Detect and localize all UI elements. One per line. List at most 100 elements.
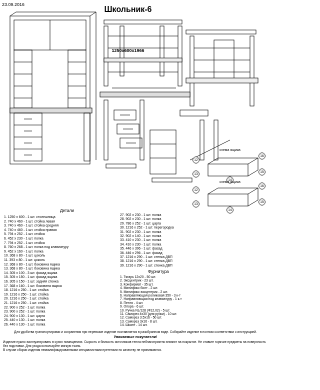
part-item: 16. 305 x 150 - 1 шт. задняя стенка xyxy=(4,280,59,284)
callout: 12 xyxy=(194,158,198,162)
callout: 15 xyxy=(260,170,264,174)
part-item: 25. 440 x 130 - 1 шт. полка xyxy=(4,318,45,322)
edge xyxy=(207,187,219,195)
callout: 14 xyxy=(228,208,232,212)
panel xyxy=(119,137,143,149)
part-item: 17. 368 x 160 - 1 шт. боковина ящика xyxy=(4,284,62,288)
part-item: 28. 902 x 230 - 1 шт. полка xyxy=(120,217,161,221)
background xyxy=(0,0,271,390)
part-item: 11. 393 x 80 - 1 шт. цоколь xyxy=(4,258,45,262)
fitting-item: 1. Тягарь 12x20 - 50 шт. xyxy=(120,275,156,279)
part-item: 31. 902 x 230 - 1 шт. полка xyxy=(120,230,161,234)
part-item: 4. 740 x 460 - 1 шт. стойка правая xyxy=(4,228,57,232)
panel xyxy=(185,77,259,84)
part-item: 29. 786 x 252 - 1 шт. царга xyxy=(120,221,161,225)
panel xyxy=(99,91,191,98)
panel xyxy=(83,112,91,162)
part-item: 21. 1216 x 250 - 1 шт. стойка xyxy=(4,301,49,305)
part-item: 18. 1216 x 250 - 1 шт. стойка xyxy=(4,288,49,292)
part-item: 38. 1216 x 290 - 1 шт. стенка ДВП xyxy=(120,259,173,263)
panel xyxy=(159,25,165,77)
fitting-item: 12. Саморез 3.5x16 - 50 шт. xyxy=(120,316,162,320)
edge xyxy=(89,11,97,17)
footer-text: Для удобства транспортировки и сохранени… xyxy=(3,330,268,352)
fitting-item: 8. Петля - 4 шт. xyxy=(120,301,143,305)
fitting-item: 13. Саморез 3x16 - 8 шт. xyxy=(120,319,157,323)
date: 23.09.2016 xyxy=(2,2,25,7)
fitting-item: 14. Шкант - 14 шт. xyxy=(120,323,148,327)
callout: 16 xyxy=(260,184,264,188)
page: 23.09.2016 Школьник-6 1250x600x1966 схем… xyxy=(0,0,271,390)
edge xyxy=(247,199,259,207)
callout-circle xyxy=(258,182,266,190)
panel xyxy=(179,109,209,117)
part-item: 3. 740 x 460 - 1 шт. стойка средняя xyxy=(4,224,59,228)
part-item: 14. 305 x 100 - 3 шт. фасад ящика xyxy=(4,271,57,275)
callout-circle xyxy=(192,200,200,208)
part-item: 1. 1250 x 600 - 1 шт. столешница xyxy=(4,215,55,219)
callout: 12 xyxy=(194,188,198,192)
callout: 16 xyxy=(260,154,264,158)
panel xyxy=(119,25,125,77)
callout-circle xyxy=(258,168,266,176)
part-item: 20. 1216 x 250 - 1 шт. стойка xyxy=(4,297,49,301)
part-item: 36. 446 x 296 - 1 шт. фасад xyxy=(120,251,162,255)
callout: 13 xyxy=(194,202,198,206)
fitting-item: 4. Минификс болт - 2 шт. xyxy=(120,286,158,290)
fitting-item: 3. Конфирмат - 35 шт. xyxy=(120,282,153,286)
part-item: 27. 902 x 230 - 1 шт. полка xyxy=(120,213,161,217)
panel xyxy=(103,57,183,63)
part-item: 37. 1216 x 290 - 1 шт. стенка ДВП xyxy=(120,255,173,259)
dimensions: 1250x600x1966 xyxy=(112,48,145,53)
part-item: 26. 440 x 130 - 1 шт. полка xyxy=(4,323,45,327)
callout-circle xyxy=(192,170,200,178)
drawings xyxy=(9,11,266,214)
part-item: 7. 794 x 252 - 1 шт. стойка xyxy=(4,241,45,245)
part-item: 15. 305 x 150 - 1 шт. фасад ящика xyxy=(4,275,57,279)
part-item: 19. 1216 x 250 - 1 шт. стойка xyxy=(4,292,49,296)
part-item: 12. 368 x 80 - 1 шт. боковина ящика xyxy=(4,262,60,266)
panel xyxy=(249,35,255,107)
part-item: 34. 410 x 230 - 1 шт. полка xyxy=(120,242,161,246)
fitting-item: 5. Минификс эксцентрик - 2 шт. xyxy=(120,290,168,294)
panel xyxy=(189,35,195,107)
footer-heading: Уважаемые покупатели! xyxy=(113,335,158,339)
fittings-title: Фурнитура xyxy=(148,269,170,274)
scheme-label: схема ящика xyxy=(219,148,240,152)
part-item: 30. 1216 x 252 - 1 шт. перегородка xyxy=(120,226,174,230)
panel xyxy=(207,163,249,177)
title: Школьник-6 xyxy=(104,5,152,14)
panel xyxy=(113,109,137,121)
fitting-item: 11. Саморез 4x30 (для ручки) - 10 шт. xyxy=(120,312,177,316)
panel xyxy=(9,107,93,114)
footer-paragraph: Изделие нужно эксплуатировать в сухих по… xyxy=(3,340,266,349)
panel xyxy=(177,25,183,87)
edge xyxy=(247,157,259,165)
footer: Для удобства транспортировки и сохранени… xyxy=(3,330,268,352)
edge xyxy=(247,187,259,195)
part-item: 39. 1216 x 290 - 1 шт. стенка ДВП xyxy=(120,263,173,267)
panel xyxy=(139,99,145,161)
callout-circle xyxy=(192,186,200,194)
part-item: 13. 368 x 80 - 1 шт. боковина ящика xyxy=(4,267,60,271)
callout-circle xyxy=(258,198,266,206)
callout: 14 xyxy=(228,178,232,182)
part-item: 24. 900 x 130 - 1 шт. царга xyxy=(4,314,45,318)
callout-circle xyxy=(192,156,200,164)
fitting-item: 7. Направляющая под клавиатуру - 1 к-т xyxy=(120,297,182,301)
scheme-label: схема ящика xyxy=(219,180,240,184)
panel xyxy=(207,193,249,207)
text-content: схема ящика схема ящика 12 16 13 15 14 12 16 13 15… xyxy=(3,148,268,352)
fitting-item: 9. Опора - 6 шт. xyxy=(120,305,144,309)
part-item: 5. 794 x 252 - 1 шт. стойка xyxy=(4,232,45,236)
callout: 15 xyxy=(260,200,264,204)
fitting-item: 6. Направляющая роликовая 350 - 3 к-т xyxy=(120,294,181,298)
callout: 13 xyxy=(194,172,198,176)
edge xyxy=(9,11,17,17)
panel xyxy=(103,25,109,87)
panel xyxy=(103,99,109,161)
edge xyxy=(247,169,259,177)
footer-intro: Для удобства транспортировки и сохранени… xyxy=(14,330,257,334)
parts-title: Детали xyxy=(60,208,75,213)
panel xyxy=(103,19,183,25)
